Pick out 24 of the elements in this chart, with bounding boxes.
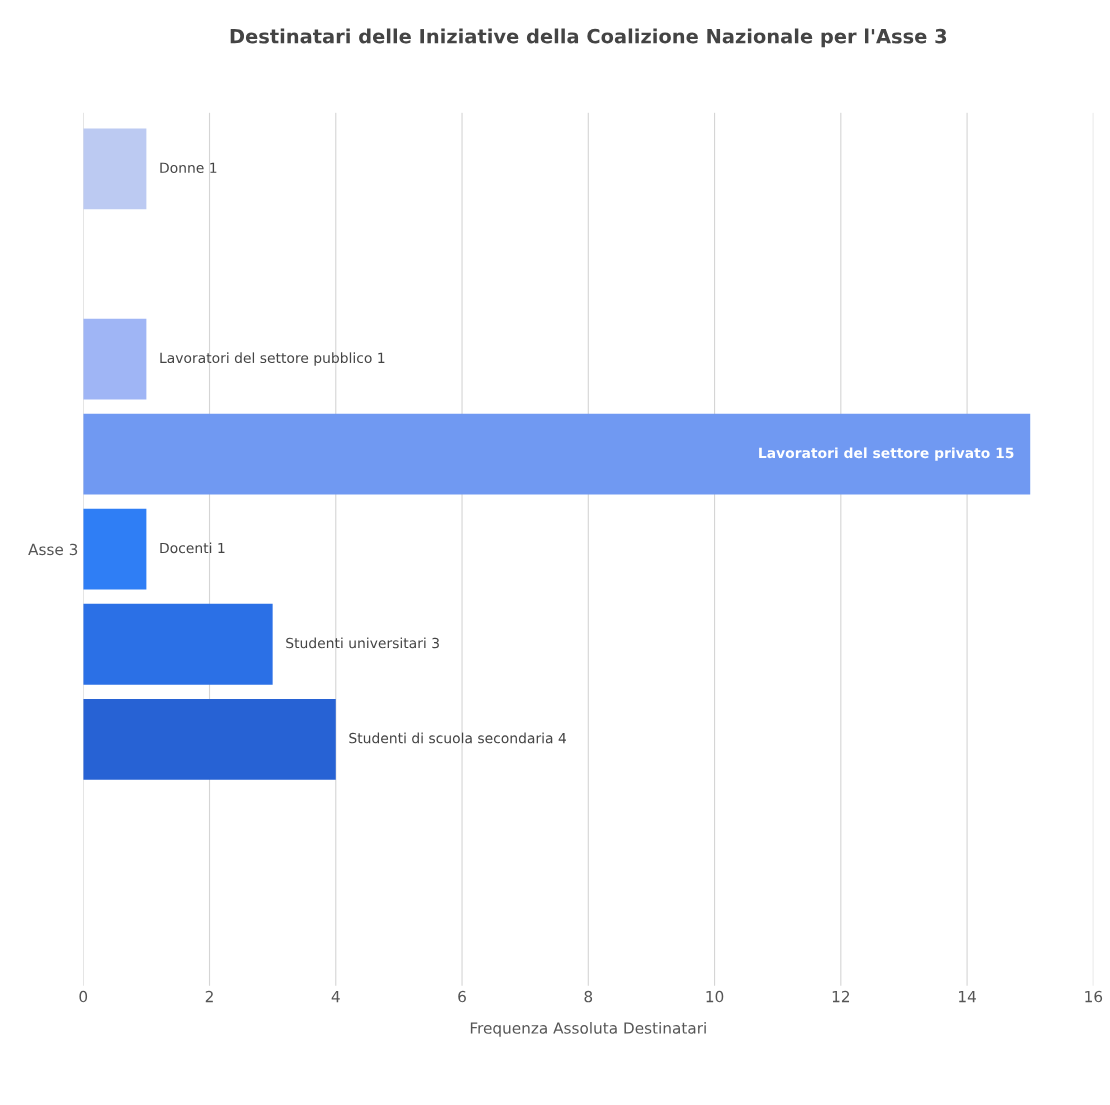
x-tick-label: 6	[458, 990, 466, 1003]
x-tick-label: 16	[1085, 990, 1103, 1003]
bar	[83, 318, 147, 400]
data-label: Lavoratori del settore pubblico 1	[160, 352, 385, 366]
data-label: Lavoratori del settore privato 15	[759, 447, 1014, 461]
bar	[83, 413, 1031, 495]
x-tick-label: 2	[205, 990, 213, 1003]
chart-title: Destinatari delle Iniziative della Coalizione Nazionale per l'Asse 3	[230, 28, 947, 48]
bar	[83, 698, 336, 780]
data-label: Studenti di scuola secondaria 4	[349, 732, 566, 744]
x-tick-label: 14	[959, 990, 976, 1003]
x-tick-label: 8	[584, 990, 593, 1003]
y-tick-label: Asse 3	[28, 543, 78, 556]
x-tick-label: 10	[706, 990, 724, 1003]
x-tick-label: 4	[331, 990, 340, 1003]
data-label: Docenti 1	[160, 542, 225, 554]
x-axis-title: Frequenza Assoluta Destinatari	[470, 1021, 706, 1037]
data-label: Donne 1	[160, 162, 217, 173]
x-tick-label: 0	[79, 990, 88, 1003]
bar	[83, 508, 147, 590]
data-label: Studenti universitari 3	[286, 637, 439, 649]
bar	[83, 603, 273, 685]
bar	[83, 128, 147, 210]
x-tick-label: 12	[832, 990, 850, 1003]
